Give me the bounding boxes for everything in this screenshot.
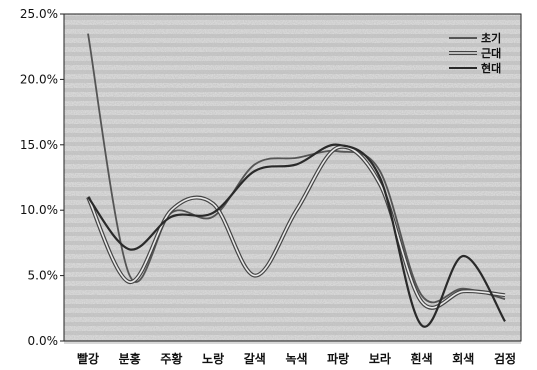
x-tick-label: 주황	[160, 351, 182, 366]
y-tick-label: 15.0%	[20, 138, 58, 152]
background-stripe	[64, 340, 521, 344]
x-tick-label: 빨강	[77, 351, 99, 366]
x-tick-label: 흰색	[411, 351, 433, 366]
legend-label: 근대	[481, 46, 501, 60]
x-tick-label: 노랑	[202, 352, 224, 366]
x-tick-label: 녹색	[285, 351, 307, 366]
x-tick-label: 분홍	[119, 351, 141, 366]
y-tick-label: 25.0%	[20, 7, 58, 21]
x-tick-label: 파랑	[327, 351, 349, 366]
y-tick-label: 10.0%	[20, 203, 58, 217]
legend-label: 현대	[481, 61, 501, 75]
y-tick-label: 20.0%	[20, 72, 58, 86]
plot-frame	[63, 13, 522, 342]
x-axis-ticks: 빨강 분홍 주황 노랑 갈색 녹색 파랑 보라 흰색 회색 검정	[77, 351, 516, 366]
series-line-현대	[87, 143, 506, 328]
y-axis-ticks: 0.0% 5.0% 10.0% 15.0% 20.0% 25.0%	[20, 7, 64, 348]
x-tick-label: 회색	[452, 351, 474, 366]
x-tick-label: 보라	[369, 351, 391, 366]
x-tick-label: 갈색	[244, 351, 266, 366]
y-tick-label: 0.0%	[28, 334, 59, 348]
legend-label: 초기	[481, 31, 501, 45]
series-line-근대	[87, 145, 506, 309]
y-tick-label: 5.0%	[28, 269, 59, 283]
series-layer	[86, 33, 506, 328]
series-line-초기	[87, 33, 506, 304]
axis-layer	[63, 13, 522, 342]
x-tick-label: 검정	[494, 351, 516, 366]
